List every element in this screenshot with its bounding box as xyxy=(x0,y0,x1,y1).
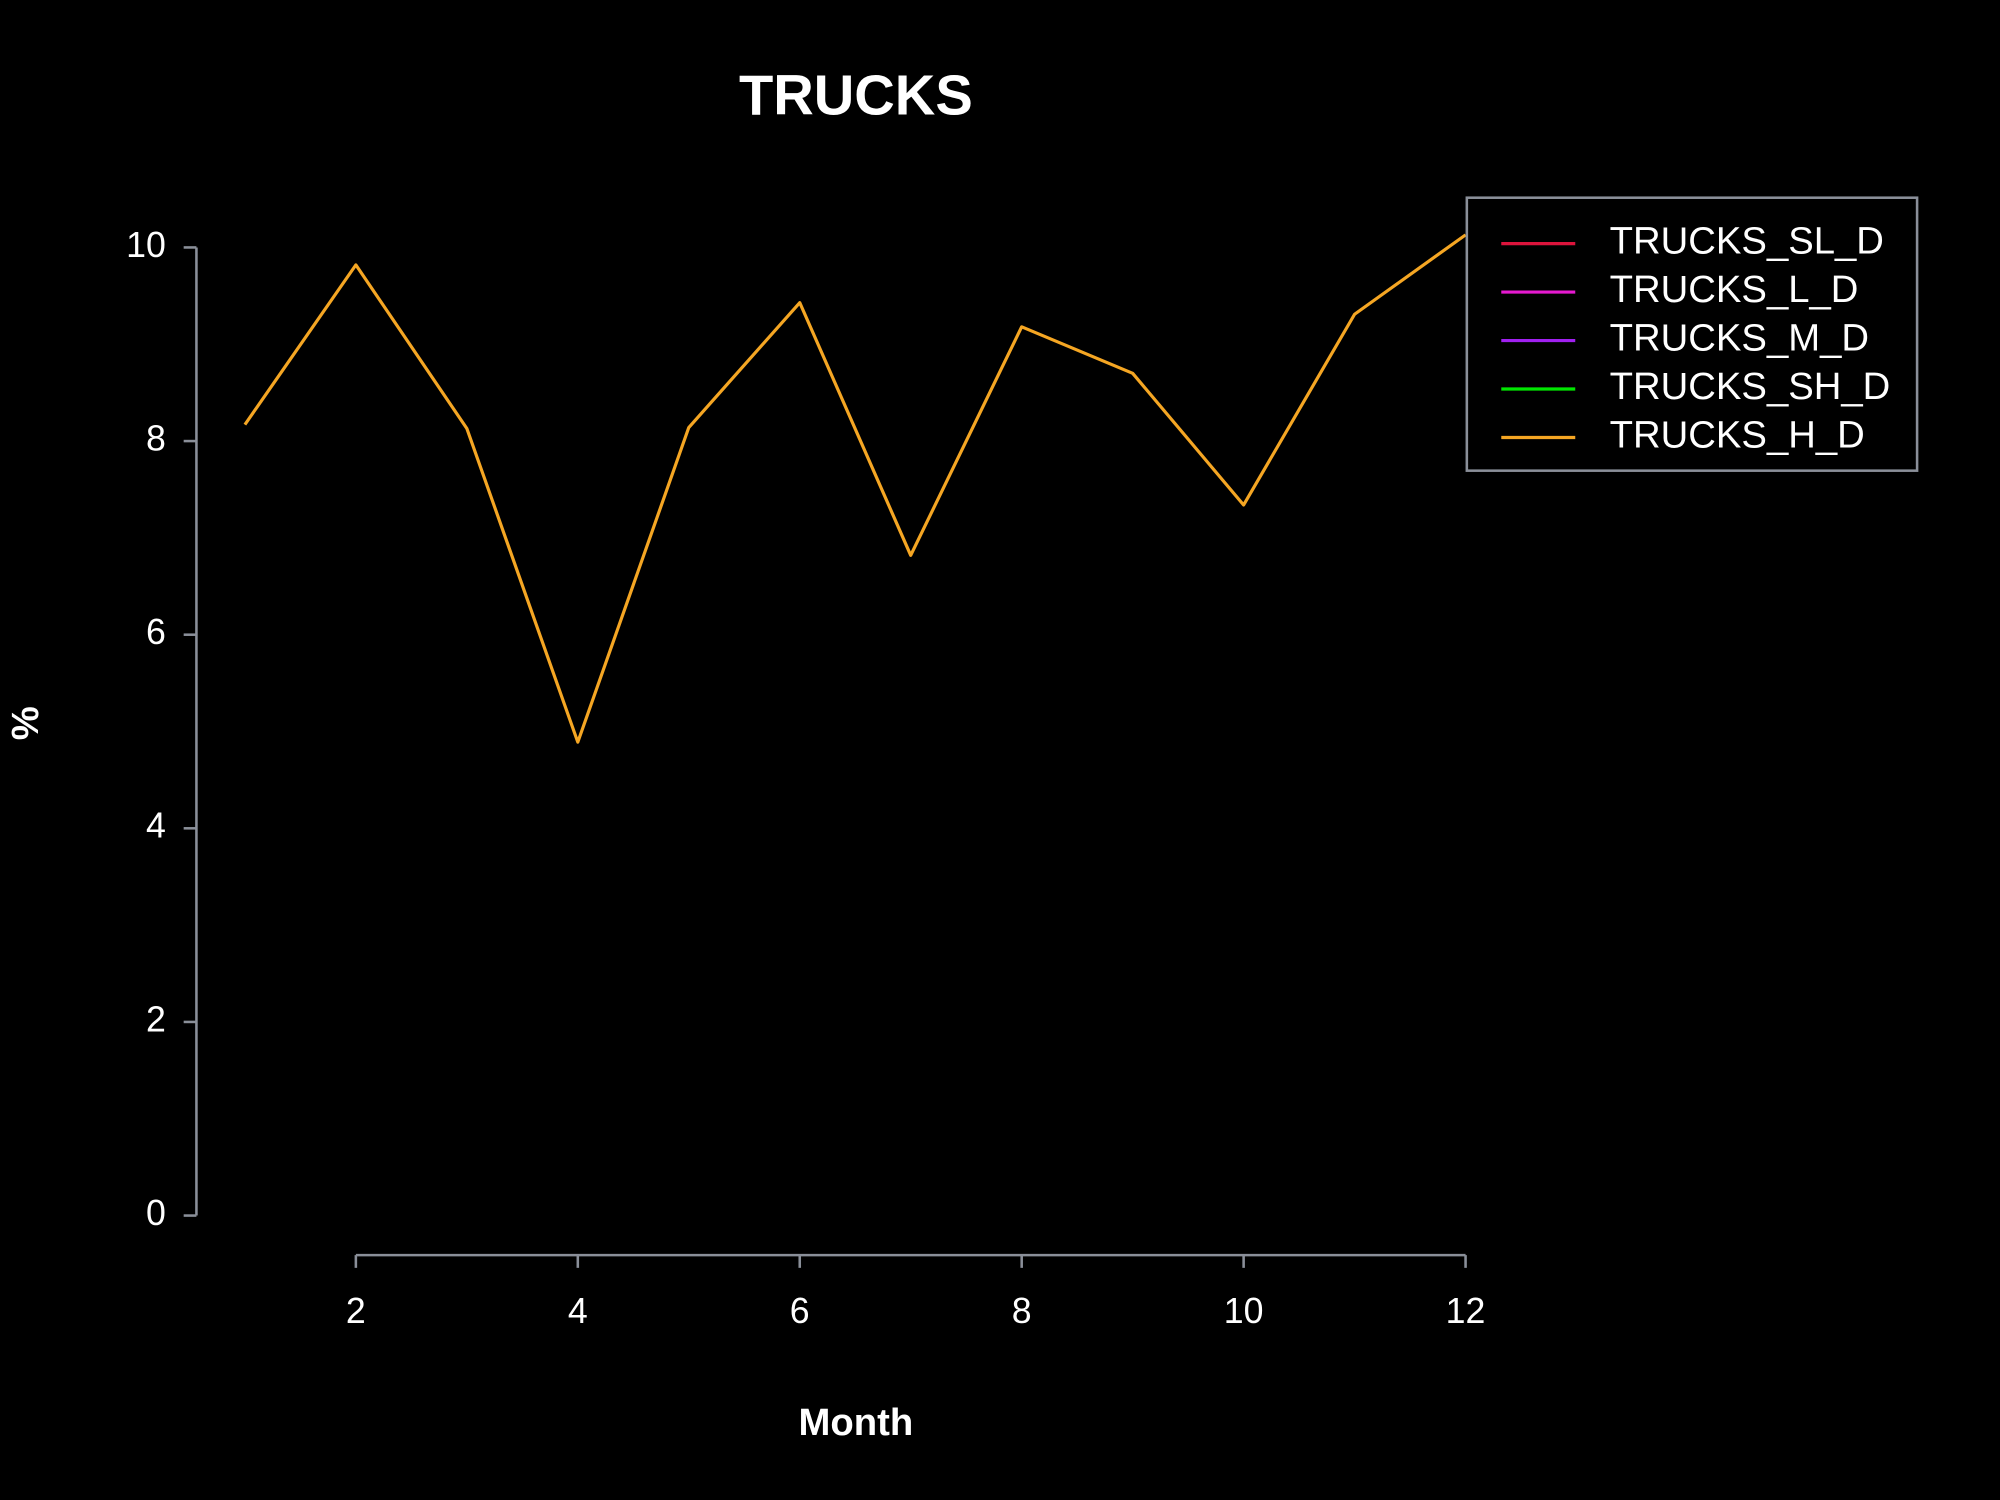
chart-title: TRUCKS xyxy=(739,63,973,126)
legend-label: TRUCKS_M_D xyxy=(1610,317,1869,360)
x-tick-label: 8 xyxy=(1012,1291,1032,1331)
x-axis-label: Month xyxy=(799,1401,914,1444)
x-tick-label: 10 xyxy=(1224,1291,1264,1331)
legend-label: TRUCKS_H_D xyxy=(1610,414,1865,457)
legend-label: TRUCKS_SL_D xyxy=(1610,220,1884,263)
y-tick-label: 10 xyxy=(126,225,166,265)
x-tick-label: 6 xyxy=(790,1291,810,1331)
x-tick-label: 4 xyxy=(568,1291,588,1331)
series-line xyxy=(243,233,1467,744)
y-tick-label: 8 xyxy=(146,419,166,459)
legend-label: TRUCKS_SH_D xyxy=(1610,365,1891,408)
y-tick-label: 0 xyxy=(146,1193,166,1233)
y-tick-label: 4 xyxy=(146,806,166,846)
x-tick-label: 2 xyxy=(346,1291,366,1331)
legend-label: TRUCKS_L_D xyxy=(1610,268,1859,311)
x-tick-label: 12 xyxy=(1446,1291,1486,1331)
y-axis-label: % xyxy=(4,706,47,740)
y-tick-label: 2 xyxy=(146,999,166,1039)
y-tick-label: 6 xyxy=(146,612,166,652)
